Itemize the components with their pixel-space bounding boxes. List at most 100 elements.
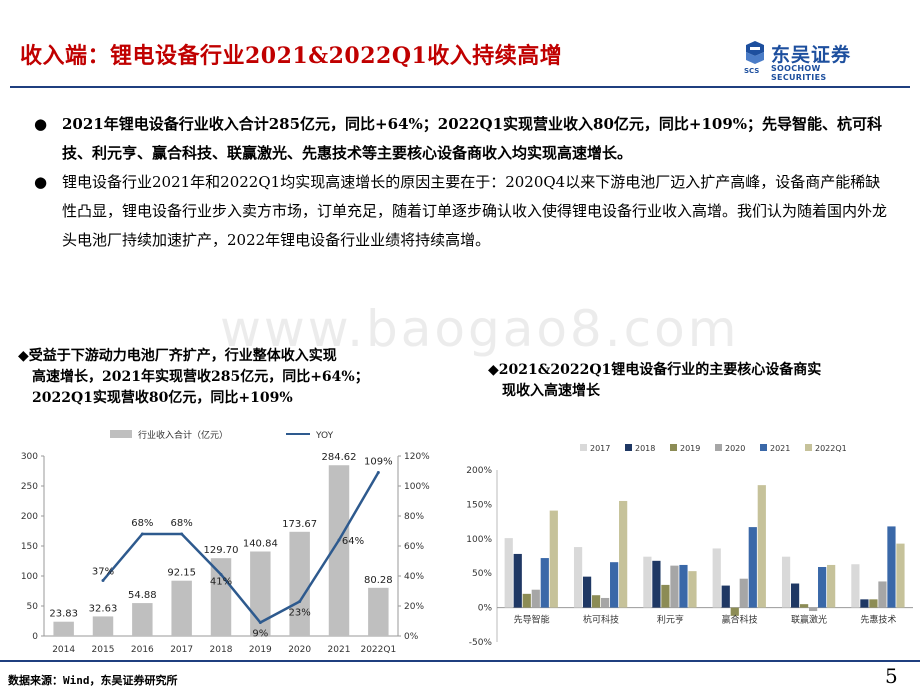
- legend-label: 2022Q1: [815, 444, 847, 453]
- bullet-text: 锂电设备行业2021年和2022Q1均实现高速增长的原因主要在于：2020Q4以…: [62, 173, 888, 249]
- y-right-tick-label: 20%: [404, 602, 424, 612]
- growth-bar: [679, 564, 688, 608]
- page-title: 收入端：锂电设备行业2021&2022Q1收入持续高增: [20, 43, 563, 69]
- legend-swatch: [805, 444, 812, 451]
- y-tick-label: -50%: [469, 638, 493, 648]
- growth-bar: [851, 564, 860, 608]
- bullet-bold-text: 2021年锂电设备行业收入合计285亿元，同比+64%；2022Q1实现营业收入…: [62, 115, 883, 162]
- growth-bar: [610, 562, 619, 608]
- y-tick-label: 200%: [466, 466, 492, 476]
- revenue-bar-label: 92.15: [167, 568, 196, 579]
- growth-bar: [688, 571, 697, 608]
- revenue-bar: [368, 587, 389, 636]
- x-tick-label: 2019: [249, 645, 272, 655]
- revenue-bar-label: 284.62: [322, 452, 357, 463]
- growth-bar: [601, 597, 610, 608]
- legend-swatch-revenue: [110, 430, 132, 438]
- growth-bar: [513, 553, 522, 608]
- revenue-bar-label: 80.28: [364, 575, 393, 586]
- revenue-bar-label: 173.67: [282, 519, 317, 530]
- yoy-label: 68%: [171, 518, 193, 529]
- growth-bar: [809, 607, 818, 612]
- x-tick-label: 2015: [92, 645, 115, 655]
- yoy-point: [219, 573, 223, 576]
- logo-mark-icon: [746, 41, 764, 64]
- x-tick-label: 2022Q1: [360, 645, 396, 655]
- yoy-label: 109%: [364, 457, 393, 468]
- x-tick-label: 2016: [131, 645, 154, 655]
- growth-bar: [781, 556, 791, 608]
- supplier-growth-chart: 2017 2018 2019 2020 2021 2022Q1 -50% 0% 50% 100% 1…: [466, 444, 913, 648]
- yoy-label: 37%: [92, 567, 114, 578]
- y-right-tick-label: 60%: [404, 542, 424, 552]
- chart2-title: ◆2021&2022Q1锂电设备行业的主要核心设备商实 现收入高速增长: [488, 362, 822, 399]
- y-right-tick-label: 120%: [404, 452, 430, 462]
- y-right-tick-label: 40%: [404, 572, 424, 582]
- growth-bar: [549, 510, 558, 608]
- x-tick-label: 利元亨: [657, 614, 684, 626]
- yoy-point: [101, 579, 105, 582]
- revenue-bar: [53, 621, 74, 636]
- growth-bar: [652, 560, 661, 608]
- revenue-yoy-chart: 行业收入合计（亿元） YOY 0 50 100 150 200 250 300 0% 20% 40% 6…: [21, 429, 430, 655]
- growth-bar: [818, 567, 827, 608]
- legend-label: 2019: [680, 444, 700, 453]
- growth-bar: [619, 500, 628, 608]
- x-tick-label: 先惠技术: [860, 614, 896, 626]
- growth-bar: [748, 527, 757, 608]
- legend-swatch: [670, 444, 677, 451]
- legend-label-yoy: YOY: [315, 431, 334, 441]
- yoy-label: 64%: [342, 536, 364, 547]
- y-left-tick-label: 300: [21, 452, 38, 462]
- growth-bar: [504, 538, 513, 608]
- legend-label: 2017: [590, 444, 610, 453]
- y-left-tick-label: 200: [21, 512, 38, 522]
- revenue-bar-label: 23.83: [49, 609, 78, 620]
- bullet-item: ● 2021年锂电设备行业收入合计285亿元，同比+64%；2022Q1实现营业…: [34, 110, 894, 168]
- growth-bar: [531, 589, 540, 608]
- legend-label: 2021: [770, 444, 790, 453]
- y-tick-label: 150%: [466, 500, 492, 510]
- data-source: 数据来源：Wind，东吴证券研究所: [8, 674, 178, 687]
- logo-abbr: SCS: [744, 67, 760, 75]
- revenue-bar: [210, 558, 232, 636]
- yoy-line: [102, 471, 380, 625]
- revenue-bar-label: 32.63: [89, 603, 118, 614]
- growth-bar: [887, 526, 896, 608]
- revenue-bar-label: 54.88: [128, 590, 157, 601]
- y-left-tick-label: 250: [21, 482, 38, 492]
- y-left-tick-label: 100: [21, 572, 38, 582]
- x-tick-label: 2021: [328, 645, 351, 655]
- growth-bar: [869, 599, 878, 608]
- x-tick-label: 2018: [210, 645, 233, 655]
- legend-label: 2018: [635, 444, 655, 453]
- legend-swatch: [580, 444, 587, 451]
- growth-bar: [661, 584, 670, 608]
- y-tick-label: 50%: [472, 569, 492, 579]
- y-right-tick-label: 100%: [404, 482, 430, 492]
- footer-divider: [0, 660, 920, 662]
- x-tick-label: 赢合科技: [722, 614, 758, 626]
- yoy-point: [180, 532, 184, 536]
- page-number: 5: [885, 664, 898, 688]
- x-tick-label: 先导智能: [514, 614, 550, 626]
- yoy-point: [258, 621, 262, 624]
- revenue-bar-label: 140.84: [243, 538, 278, 549]
- legend-swatch: [715, 444, 722, 451]
- yoy-label: 68%: [131, 518, 153, 529]
- brand-logo: SCS 东吴证券 SOOCHOW SECURITIES: [744, 40, 874, 82]
- logo-name-cn: 东吴证券: [771, 44, 852, 66]
- revenue-bar: [132, 603, 153, 636]
- bullet-dot-icon: ●: [34, 173, 48, 191]
- x-tick-label: 2014: [52, 645, 75, 655]
- growth-bar: [670, 565, 679, 608]
- growth-bar: [540, 558, 549, 608]
- yoy-point: [337, 538, 341, 542]
- growth-bar: [757, 485, 766, 608]
- legend-label: 2020: [725, 444, 745, 453]
- y-right-tick-label: 0%: [404, 632, 419, 642]
- growth-bar: [827, 564, 836, 608]
- growth-bar: [790, 583, 800, 608]
- bullet-list: ● 2021年锂电设备行业收入合计285亿元，同比+64%；2022Q1实现营业…: [34, 110, 894, 255]
- growth-bar: [712, 548, 721, 608]
